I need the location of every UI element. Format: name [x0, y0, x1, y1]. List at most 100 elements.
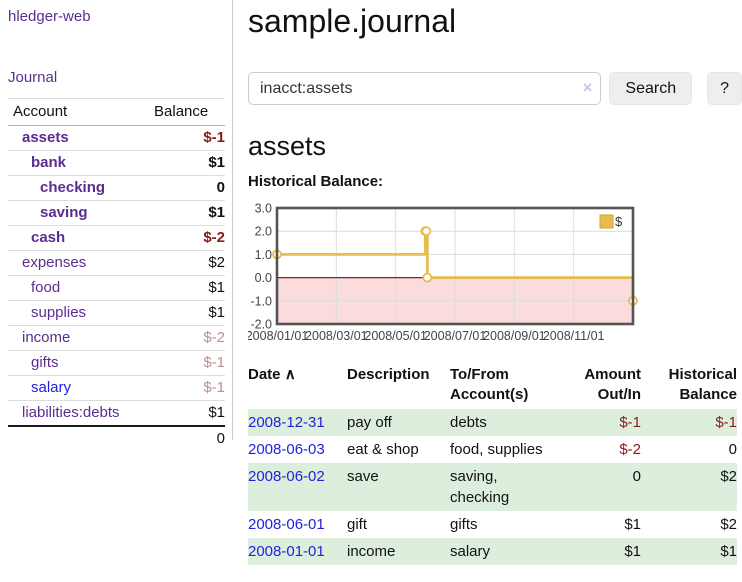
clear-search-icon[interactable]: × — [582, 78, 593, 97]
x-axis-tick-label: 2008/01/01 — [248, 329, 308, 343]
account-balance: $1 — [154, 400, 225, 426]
transaction-accounts: food, supplies — [450, 441, 543, 458]
data-point-marker[interactable] — [422, 272, 433, 283]
transaction-date-link[interactable]: 2008-06-01 — [248, 516, 325, 533]
transaction-amount: $1 — [624, 516, 641, 533]
historical-balance-chart: $3.0 2.0 1.0 0.0 -1.0 -2.0 2008/01/01 2008/03/0… — [248, 203, 742, 350]
account-row: cash $-2 — [8, 225, 225, 251]
sidebar-account-link[interactable]: income — [22, 329, 71, 346]
account-balance: $-1 — [154, 350, 225, 376]
data-point-marker[interactable] — [421, 226, 432, 237]
sidebar-account-link[interactable]: assets — [22, 129, 69, 146]
y-axis-tick-label: 1.0 — [255, 248, 272, 262]
account-row: food $1 — [8, 275, 225, 301]
transaction-date-link[interactable]: 2008-06-03 — [248, 441, 325, 458]
transaction-amount: $-2 — [619, 441, 641, 458]
accounts-total-value: 0 — [154, 425, 225, 451]
app-brand-link[interactable]: hledger-web — [8, 8, 91, 25]
plot-border — [275, 206, 635, 326]
sidebar-account-link[interactable]: expenses — [22, 254, 87, 271]
register-table: Date ∧ Description To/From Account(s) Am… — [248, 364, 737, 565]
sidebar-account-link[interactable]: liabilities:debts — [22, 404, 120, 421]
x-axis-tick-label: 2008/03/01 — [305, 329, 368, 343]
accounts-table: Account Balance assets $-1 bank $1 checking 0… — [8, 98, 225, 451]
sidebar-account-link[interactable]: supplies — [31, 304, 87, 321]
account-balance: $1 — [154, 200, 225, 226]
x-axis-tick-label: 2008/05/01 — [364, 329, 427, 343]
transaction-description: income — [347, 543, 396, 560]
y-axis-tick-label: 2.0 — [255, 225, 272, 239]
transaction-accounts: debts — [450, 414, 487, 431]
transaction-date-link[interactable]: 2008-01-01 — [248, 543, 325, 560]
account-balance: $1 — [154, 275, 225, 301]
register-header-description: Description — [347, 366, 430, 383]
account-row: expenses $2 — [8, 250, 225, 276]
accounts-total-row: 0 — [8, 425, 225, 451]
nav-journal-link[interactable]: Journal — [8, 69, 58, 86]
transaction-amount: $1 — [624, 543, 641, 560]
account-row: gifts $-1 — [8, 350, 225, 376]
date-header-label: Date — [248, 366, 281, 383]
transaction-amount: $-1 — [619, 414, 641, 431]
transaction-accounts: gifts — [450, 516, 478, 533]
register-header-amount: Amount Out/In — [584, 366, 641, 403]
sidebar-account-link[interactable]: cash — [31, 229, 66, 246]
transaction-balance: $2 — [720, 468, 737, 485]
x-axis-tick-label: 2008/11/01 — [543, 329, 605, 343]
account-balance: 0 — [154, 175, 225, 201]
transaction-balance: $2 — [720, 516, 737, 533]
register-header-date[interactable]: Date ∧ — [248, 364, 347, 409]
y-axis-tick-label: 0.0 — [255, 271, 272, 285]
search-form: × Search ? — [248, 72, 742, 105]
search-input-wrap: × — [248, 72, 602, 105]
transaction-balance: $-1 — [715, 414, 737, 431]
account-balance: $-1 — [203, 129, 225, 146]
sidebar-account-link[interactable]: food — [31, 279, 61, 296]
account-row: income $-2 — [8, 325, 225, 351]
sidebar-account-link[interactable]: saving — [40, 204, 88, 221]
transaction-row: 2008-06-01 gift gifts $1 $2 — [248, 511, 737, 538]
transaction-description: eat & shop — [347, 441, 419, 458]
sidebar-account-link[interactable]: checking — [40, 179, 106, 196]
sidebar-account-link[interactable]: bank — [31, 154, 67, 171]
account-balance: $1 — [154, 300, 225, 326]
x-axis-tick-label: 2008/09/01 — [483, 329, 546, 343]
transaction-balance: 0 — [728, 441, 737, 458]
account-row: salary $-1 — [8, 375, 225, 401]
help-button[interactable]: ? — [707, 72, 742, 105]
y-axis-tick-label: -2.0 — [250, 318, 272, 332]
accounts-header-balance: Balance — [154, 98, 225, 126]
account-row: saving $1 — [8, 200, 225, 226]
legend-swatch — [599, 214, 614, 229]
chart-title: Historical Balance: — [248, 173, 384, 190]
legend-label: $ — [615, 214, 623, 229]
account-row: checking 0 — [8, 175, 225, 201]
transaction-date-link[interactable]: 2008-12-31 — [248, 414, 325, 431]
register-header-accounts: To/From Account(s) — [450, 366, 529, 403]
account-row: assets $-1 — [8, 126, 225, 151]
y-axis-tick-label: -1.0 — [250, 294, 272, 308]
account-balance: $-2 — [154, 325, 225, 351]
register-header-row: Date ∧ Description To/From Account(s) Am… — [248, 364, 737, 409]
sidebar-account-link[interactable]: salary — [31, 379, 72, 396]
transaction-row: 2008-12-31 pay off debts $-1 $-1 — [248, 409, 737, 436]
main-content: sample.journal × Search ? assets Histori… — [248, 0, 742, 565]
transaction-row: 2008-01-01 income salary $1 $1 — [248, 538, 737, 565]
account-balance: $2 — [154, 250, 225, 276]
account-balance: $-2 — [154, 225, 225, 251]
y-axis-tick-label: 3.0 — [255, 203, 272, 216]
transaction-accounts: saving, checking — [450, 468, 510, 506]
register-header-balance: Historical Balance — [668, 366, 737, 403]
sidebar-account-link[interactable]: gifts — [31, 354, 59, 371]
search-input[interactable] — [248, 72, 602, 105]
account-row: supplies $1 — [8, 300, 225, 326]
transaction-description: save — [347, 468, 379, 485]
search-button[interactable]: Search — [609, 72, 693, 105]
accounts-header-account: Account — [8, 98, 155, 126]
transaction-description: gift — [347, 516, 368, 533]
transaction-date-link[interactable]: 2008-06-02 — [248, 468, 325, 485]
account-heading: assets — [248, 131, 327, 161]
accounts-header-row: Account Balance — [8, 98, 225, 126]
historical-balance-plot: $3.0 2.0 1.0 0.0 -1.0 -2.02008/01/012008/03/0… — [248, 203, 638, 343]
